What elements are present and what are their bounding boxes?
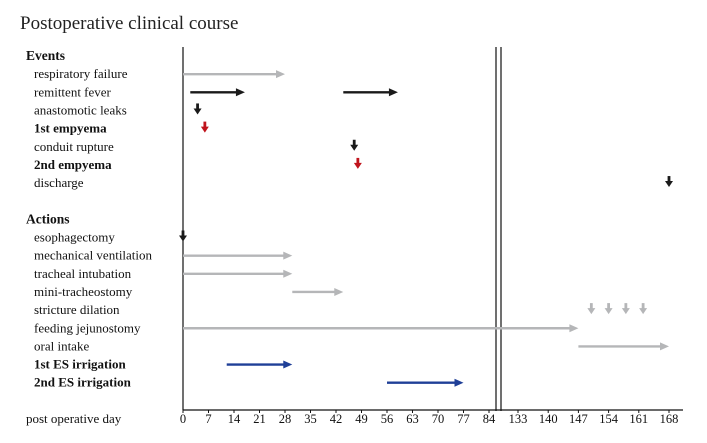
event-marker-arrow — [639, 303, 648, 315]
event-marker-arrow — [353, 157, 362, 169]
row-label: respiratory failure — [34, 66, 128, 81]
row-label: stricture dilation — [34, 302, 120, 317]
duration-arrow — [183, 324, 579, 333]
event-marker-arrow — [665, 176, 673, 188]
duration-arrow — [183, 251, 293, 260]
duration-arrow — [226, 360, 293, 369]
event-marker-arrow — [350, 139, 359, 151]
x-axis-label: post operative day — [26, 411, 122, 426]
row-label: oral intake — [34, 338, 89, 353]
x-tick-label: 133 — [509, 412, 528, 426]
duration-arrow — [343, 88, 398, 97]
event-marker-arrow — [200, 121, 209, 133]
row-label: 1st ES irrigation — [34, 357, 126, 372]
x-tick-label: 70 — [432, 412, 445, 426]
row-label: 1st empyema — [34, 121, 107, 136]
event-marker-arrow — [193, 103, 202, 115]
x-tick-label: 84 — [483, 412, 496, 426]
row-label: remittent fever — [34, 84, 112, 99]
x-tick-label: 154 — [599, 412, 619, 426]
row-label: anastomotic leaks — [34, 102, 127, 117]
x-tick-label: 140 — [539, 412, 558, 426]
event-marker-arrow — [621, 303, 630, 315]
event-marker-arrow — [604, 303, 613, 315]
row-label: 2nd ES irrigation — [34, 375, 132, 390]
x-tick-label: 21 — [253, 412, 266, 426]
x-tick-label: 28 — [279, 412, 292, 426]
x-tick-label: 0 — [180, 412, 186, 426]
x-tick-label: 63 — [406, 412, 419, 426]
x-tick-label: 7 — [205, 412, 211, 426]
row-label: tracheal intubation — [34, 266, 132, 281]
event-marker-arrow — [587, 303, 596, 315]
row-label: conduit rupture — [34, 139, 114, 154]
row-label: mechanical ventilation — [34, 248, 153, 263]
duration-arrow — [292, 287, 344, 296]
x-tick-label: 161 — [629, 412, 648, 426]
x-tick-label: 168 — [660, 412, 679, 426]
row-labels: Events respiratory failure remittent fever… — [26, 48, 153, 390]
x-tick-label: 49 — [355, 412, 368, 426]
duration-arrow — [387, 378, 464, 387]
x-tick-label: 14 — [228, 412, 241, 426]
chart-marks — [179, 70, 673, 387]
chart-frame — [182, 47, 683, 411]
x-tick-label: 77 — [457, 412, 470, 426]
duration-arrow — [183, 70, 285, 79]
x-tick-label: 35 — [304, 412, 317, 426]
row-label: feeding jejunostomy — [34, 320, 141, 335]
duration-arrow — [578, 342, 669, 351]
x-tick-label: 42 — [330, 412, 343, 426]
row-label: discharge — [34, 175, 84, 190]
x-tick-labels: 0 7 14 21 28 35 42 49 56 63 70 77 84 133 140 147 154 161 1… — [180, 410, 679, 426]
x-tick-label: 147 — [569, 412, 588, 426]
row-label: 2nd empyema — [34, 157, 112, 172]
group-header: Actions — [26, 211, 70, 226]
row-label: esophagectomy — [34, 230, 115, 245]
x-tick-label: 56 — [381, 412, 394, 426]
duration-arrow — [183, 269, 293, 278]
event-marker-arrow — [179, 230, 187, 242]
duration-arrow — [190, 88, 245, 97]
group-header: Events — [26, 48, 65, 63]
chart-title: Postoperative clinical course — [20, 13, 238, 34]
row-label: mini-tracheostomy — [34, 284, 133, 299]
